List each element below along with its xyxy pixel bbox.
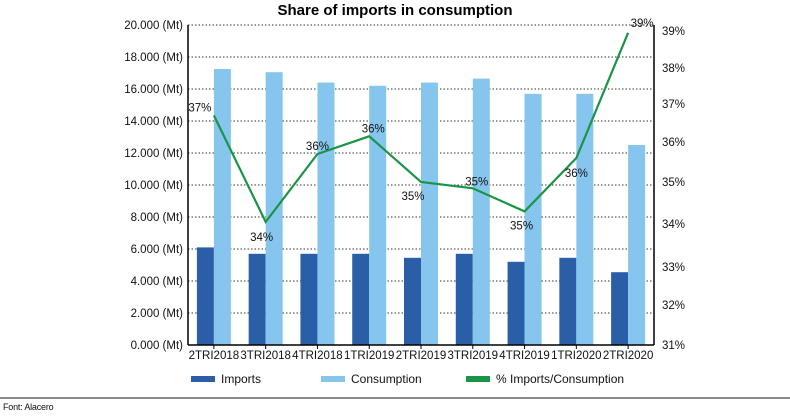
chart-title: Share of imports in consumption	[277, 2, 512, 19]
right-tick-label: 36%	[662, 137, 685, 149]
x-tick-label: 2TRI2020	[603, 350, 654, 362]
x-tick-label: 1TRI2020	[551, 350, 602, 362]
bar-consumption	[369, 85, 387, 346]
legend-swatch	[466, 376, 490, 382]
legend-label: Consumption	[351, 372, 422, 386]
legend: Imports Consumption % Imports/Consumption	[191, 372, 624, 386]
bar-imports	[559, 257, 577, 345]
bar-consumption	[576, 93, 594, 345]
right-tick-label: 37%	[662, 99, 685, 111]
left-tick-label: 8.000 (Mt)	[131, 212, 184, 224]
source-note: Font: Alacero	[3, 402, 54, 412]
x-tick-label: 2TRI2019	[396, 350, 447, 362]
data-label: 39%	[631, 18, 654, 30]
left-tick-label: 4.000 (Mt)	[131, 276, 184, 288]
left-tick-label: 16.000 (Mt)	[124, 84, 183, 96]
x-tick-label: 3TRI2019	[448, 350, 499, 362]
bars	[196, 69, 646, 346]
bar-imports	[300, 253, 318, 345]
x-tick-label: 2TRI2018	[189, 350, 240, 362]
x-axis-ticks: 2TRI2018 3TRI2018 4TRI2018 1TRI2019 2TRI2019…	[189, 345, 654, 362]
bar-imports	[404, 257, 421, 345]
data-label: 35%	[401, 191, 424, 203]
data-label: 36%	[362, 123, 385, 135]
data-label: 36%	[565, 168, 588, 180]
left-tick-label: 20.000 (Mt)	[124, 20, 183, 32]
bar-imports	[611, 272, 629, 345]
x-tick-label: 4TRI2018	[292, 350, 343, 362]
bar-consumption	[472, 78, 490, 345]
right-tick-label: 34%	[662, 219, 685, 231]
right-tick-label: 39%	[662, 26, 685, 38]
x-tick-label: 3TRI2018	[240, 350, 291, 362]
right-tick-label: 31%	[662, 340, 685, 352]
legend-swatch	[321, 376, 345, 382]
legend-label: Imports	[221, 372, 261, 386]
bar-imports	[248, 253, 266, 345]
right-tick-label: 33%	[662, 262, 685, 274]
data-label: 35%	[465, 176, 488, 188]
left-axis-ticks: 0.000 (Mt) 2.000 (Mt) 4.000 (Mt) 6.000 (Mt)…	[124, 20, 183, 352]
footer-divider	[0, 397, 790, 399]
right-tick-label: 32%	[662, 300, 685, 312]
line-imports-share	[212, 32, 630, 224]
bar-imports	[196, 247, 214, 345]
bar-consumption	[317, 82, 335, 345]
left-tick-label: 14.000 (Mt)	[124, 116, 183, 128]
bar-imports	[507, 261, 525, 345]
legend-swatch	[191, 376, 215, 382]
x-tick-label: 4TRI2019	[499, 350, 550, 362]
bar-imports	[455, 253, 473, 345]
right-axis-ticks: 31% 32% 33% 34% 35% 36% 37% 38% 39%	[662, 26, 685, 352]
data-label: 35%	[510, 220, 533, 232]
left-tick-label: 2.000 (Mt)	[131, 308, 184, 320]
bar-consumption	[524, 93, 542, 345]
bar-consumption	[213, 69, 231, 345]
left-tick-label: 6.000 (Mt)	[131, 244, 184, 256]
right-tick-label: 35%	[662, 177, 685, 189]
bar-consumption	[421, 82, 438, 345]
right-tick-label: 38%	[662, 63, 685, 75]
legend-label: % Imports/Consumption	[496, 372, 624, 386]
bar-imports	[352, 253, 370, 345]
left-tick-label: 10.000 (Mt)	[124, 180, 183, 192]
data-label: 37%	[188, 102, 211, 114]
x-tick-label: 1TRI2019	[344, 350, 395, 362]
data-label: 36%	[306, 141, 329, 153]
left-tick-label: 18.000 (Mt)	[124, 52, 183, 64]
bar-consumption	[265, 72, 283, 345]
bar-consumption	[628, 145, 646, 345]
left-tick-label: 0.000 (Mt)	[131, 340, 184, 352]
chart: Share of imports in consumption 0.000 (M…	[124, 2, 685, 386]
left-tick-label: 12.000 (Mt)	[124, 148, 183, 160]
line-series: 37% 34% 36% 36% 35% 35% 35% 36% 39%	[188, 18, 653, 244]
data-label: 34%	[250, 232, 273, 244]
